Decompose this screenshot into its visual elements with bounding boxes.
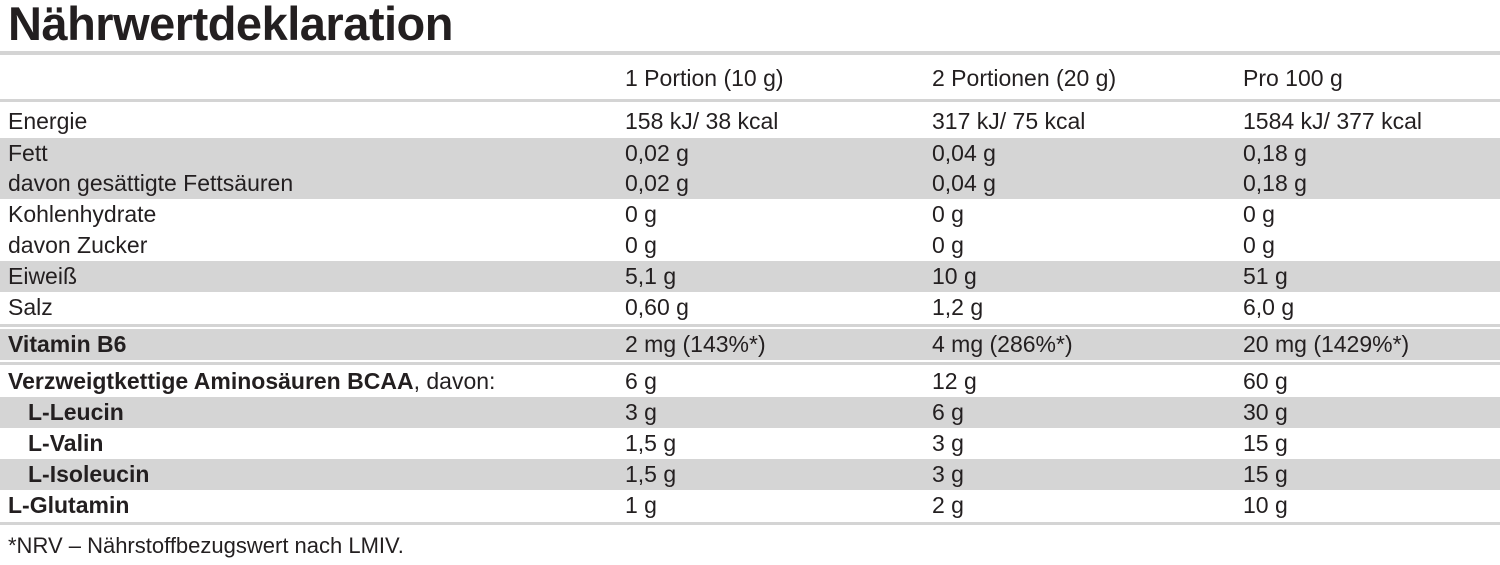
cell-value: 158 kJ/ 38 kcal <box>625 108 779 134</box>
row-label: L-Valin <box>28 428 103 459</box>
table-row: davon gesättigte Fettsäuren 0,02 g 0,04 g 0… <box>0 168 1500 199</box>
cell-value: 0 g <box>625 232 657 258</box>
cell-value: 3 g <box>932 430 964 456</box>
cell-value: 15 g <box>1243 430 1288 456</box>
table-row: davon Zucker 0 g 0 g 0 g <box>0 230 1500 261</box>
table-row: Salz 0,60 g 1,2 g 6,0 g <box>0 292 1500 323</box>
table-row: Eiweiß 5,1 g 10 g 51 g <box>0 261 1500 292</box>
row-label: L-Glutamin <box>8 490 129 521</box>
cell-value: 15 g <box>1243 461 1288 487</box>
cell-value: 1,5 g <box>625 430 677 456</box>
rule <box>0 362 1500 365</box>
label-text: davon Zucker <box>8 232 148 258</box>
column-header: 2 Portionen (20 g) <box>932 65 1117 91</box>
label-text: Kohlenhydrate <box>8 201 157 227</box>
label-text: Vitamin B6 <box>8 331 127 357</box>
table-row: L-Valin 1,5 g 3 g 15 g <box>0 428 1500 459</box>
label-text: davon gesättigte Fettsäuren <box>8 170 294 196</box>
row-label: L-Isoleucin <box>28 459 149 490</box>
cell-value: 0 g <box>625 201 657 227</box>
label-suffix: , davon: <box>413 368 496 394</box>
label-text: Verzweigtkettige Aminosäuren BCAA <box>8 368 414 394</box>
row-label: Verzweigtkettige Aminosäuren BCAA, davon… <box>8 366 495 397</box>
rule <box>0 522 1500 525</box>
label-text: L-Isoleucin <box>28 461 150 487</box>
cell-value: 1,5 g <box>625 461 677 487</box>
table-row: L-Leucin 3 g 6 g 30 g <box>0 397 1500 428</box>
cell-value: 0 g <box>932 232 964 258</box>
cell-value: 3 g <box>625 399 657 425</box>
cell-value: 0,60 g <box>625 294 689 320</box>
table-row: Energie 158 kJ/ 38 kcal 317 kJ/ 75 kcal 158… <box>0 106 1500 137</box>
rule <box>0 51 1500 55</box>
label-text: Salz <box>8 294 53 320</box>
cell-value: 0,18 g <box>1243 140 1307 166</box>
cell-value: 0,18 g <box>1243 170 1307 196</box>
rule <box>0 324 1500 327</box>
row-label: L-Leucin <box>28 397 124 428</box>
label-text: Eiweiß <box>8 263 78 289</box>
row-label: Salz <box>8 292 53 323</box>
cell-value: 2 g <box>932 492 964 518</box>
cell-value: 0 g <box>1243 201 1275 227</box>
footnote: *NRV – Nährstoffbezugswert nach LMIV. <box>8 533 404 558</box>
column-header: 1 Portion (10 g) <box>625 65 784 91</box>
cell-value: 0,02 g <box>625 140 689 166</box>
cell-value: 1 g <box>625 492 657 518</box>
cell-value: 0 g <box>932 201 964 227</box>
cell-value: 0 g <box>1243 232 1275 258</box>
label-text: L-Valin <box>28 430 104 456</box>
row-label: Vitamin B6 <box>8 329 126 360</box>
cell-value: 2 mg (143%*) <box>625 331 766 357</box>
cell-value: 30 g <box>1243 399 1288 425</box>
cell-value: 6,0 g <box>1243 294 1295 320</box>
cell-value: 12 g <box>932 368 977 394</box>
cell-value: 0,02 g <box>625 170 689 196</box>
row-label: Kohlenhydrate <box>8 199 156 230</box>
table-row: L-Isoleucin 1,5 g 3 g 15 g <box>0 459 1500 490</box>
cell-value: 6 g <box>932 399 964 425</box>
column-header: Pro 100 g <box>1243 65 1343 91</box>
label-text: Fett <box>8 140 48 166</box>
cell-value: 0,04 g <box>932 170 996 196</box>
row-label: Eiweiß <box>8 261 77 292</box>
cell-value: 1,2 g <box>932 294 984 320</box>
row-label: Fett <box>8 138 48 169</box>
cell-value: 1584 kJ/ 377 kcal <box>1243 108 1423 134</box>
cell-value: 0,04 g <box>932 140 996 166</box>
cell-value: 6 g <box>625 368 657 394</box>
table-row: Verzweigtkettige Aminosäuren BCAA, davon… <box>0 366 1500 397</box>
table-row: L-Glutamin 1 g 2 g 10 g <box>0 490 1500 521</box>
table-row: Fett 0,02 g 0,04 g 0,18 g <box>0 138 1500 169</box>
cell-value: 4 mg (286%*) <box>932 331 1073 357</box>
cell-value: 10 g <box>1243 492 1288 518</box>
label-text: L-Glutamin <box>8 492 130 518</box>
cell-value: 60 g <box>1243 368 1288 394</box>
cell-value: 51 g <box>1243 263 1288 289</box>
cell-value: 317 kJ/ 75 kcal <box>932 108 1086 134</box>
row-label: Energie <box>8 106 87 137</box>
rule <box>0 99 1500 102</box>
title: Nährwertdeklaration <box>8 0 453 50</box>
table-row: Kohlenhydrate 0 g 0 g 0 g <box>0 199 1500 230</box>
cell-value: 3 g <box>932 461 964 487</box>
cell-value: 5,1 g <box>625 263 677 289</box>
label-text: L-Leucin <box>28 399 124 425</box>
table-row: Vitamin B6 2 mg (143%*) 4 mg (286%*) 20 mg … <box>0 329 1500 360</box>
label-text: Energie <box>8 108 88 134</box>
row-label: davon gesättigte Fettsäuren <box>8 168 293 199</box>
row-label: davon Zucker <box>8 230 147 261</box>
cell-value: 20 mg (1429%*) <box>1243 331 1410 357</box>
cell-value: 10 g <box>932 263 977 289</box>
